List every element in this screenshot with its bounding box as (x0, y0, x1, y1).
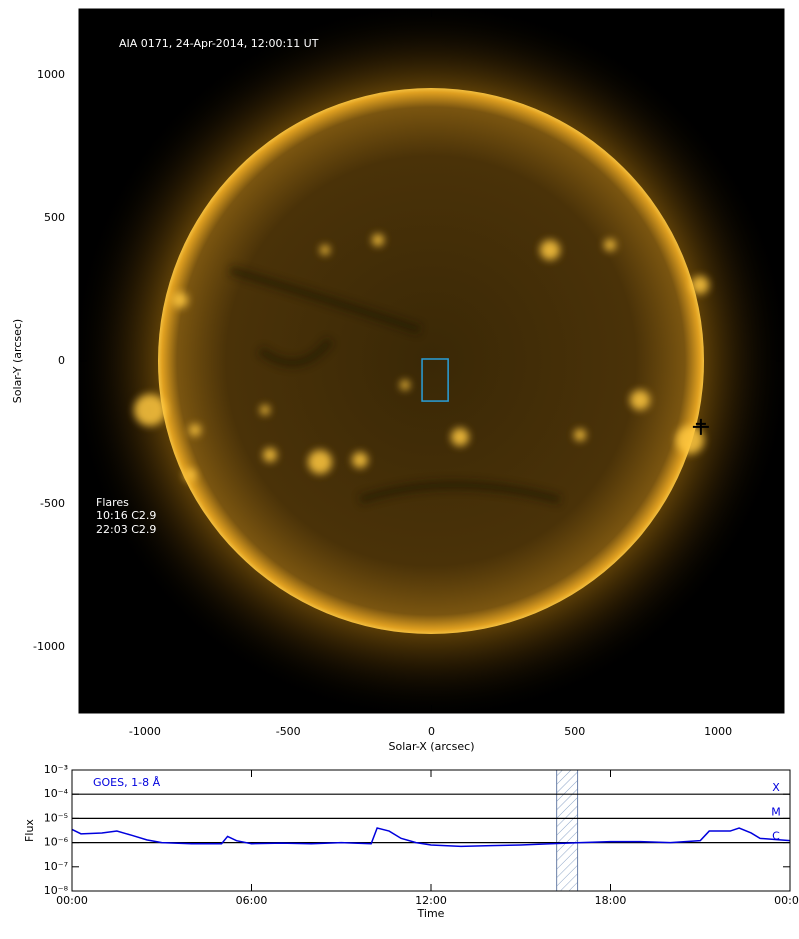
class-label: M (771, 805, 781, 818)
y-tick-label: 10⁻⁶ (44, 836, 69, 849)
annotation: 10:16 C2.9 (96, 509, 156, 522)
y-axis-label: Solar-Y (arcsec) (11, 319, 24, 403)
x-tick-label: 12:00 (415, 894, 447, 907)
class-label: C (772, 830, 780, 843)
x-tick-label: 18:00 (595, 894, 627, 907)
x-axis-label: Time (417, 907, 445, 920)
flare-marker (692, 418, 709, 435)
y-tick-label: 10⁻³ (44, 763, 68, 776)
x-tick-label: 1000 (704, 725, 732, 738)
legend-label: GOES, 1-8 Å (93, 776, 161, 789)
x-tick-label: 0 (428, 725, 435, 738)
y-tick-label: 10⁻⁴ (44, 787, 69, 800)
y-tick-label: -1000 (33, 640, 65, 653)
class-label: X (772, 781, 780, 794)
y-tick-label: 0 (58, 354, 65, 367)
y-tick-label: 10⁻⁷ (44, 860, 68, 873)
x-tick-label: -500 (276, 725, 301, 738)
frame (71, 769, 791, 892)
y-tick-label: 500 (44, 211, 65, 224)
x-tick-label: 00:00 (56, 894, 88, 907)
y-tick-label: 10⁻⁵ (44, 811, 68, 824)
title: AIA 0171, 24-Apr-2014, 12:00:11 UT (119, 37, 319, 50)
x-axis-label: Solar-X (arcsec) (389, 740, 475, 753)
x-tick-label: 500 (564, 725, 585, 738)
y-tick-label: 10⁻⁸ (44, 884, 69, 897)
solar-image (79, 9, 784, 713)
y-axis-label: Flux (23, 819, 36, 842)
x-tick-label: 06:00 (236, 894, 268, 907)
y-tick-label: 1000 (37, 68, 65, 81)
flux-line (71, 827, 791, 848)
region-box (421, 358, 449, 402)
annotation: Flares (96, 496, 129, 509)
annotation: 22:03 C2.9 (96, 523, 156, 536)
time-window (556, 769, 579, 892)
x-tick-label: 00:00 (774, 894, 799, 907)
x-tick-label: -1000 (129, 725, 161, 738)
y-tick-label: -500 (40, 497, 65, 510)
